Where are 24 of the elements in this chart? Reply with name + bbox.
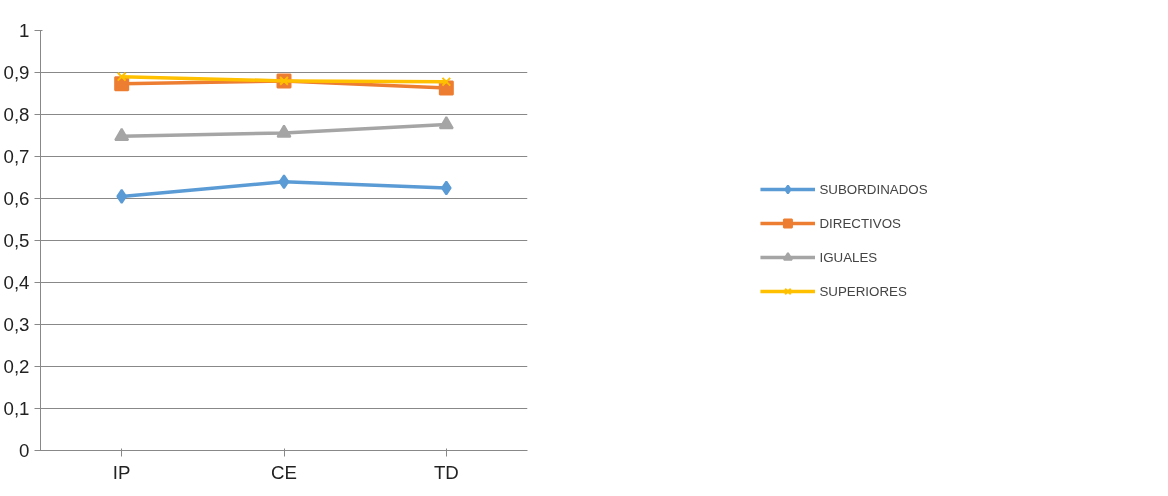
y-tick-label: 0,2 xyxy=(3,356,30,377)
legend-label: SUBORDINADOS xyxy=(819,181,928,197)
x-tick-label: CE xyxy=(271,461,297,483)
point xyxy=(441,76,452,87)
legend-label: DIRECTIVOS xyxy=(819,215,901,231)
legend-label: SUPERIORES xyxy=(819,283,907,299)
point xyxy=(278,174,290,190)
x-tick-label: IP xyxy=(112,461,131,483)
y-tick-label: 0,4 xyxy=(3,272,30,293)
y-tick-label: 0,1 xyxy=(3,398,30,419)
point xyxy=(116,71,127,82)
point xyxy=(438,116,454,130)
y-tick-label: 0,8 xyxy=(3,104,30,125)
y-tick-label: 0,6 xyxy=(3,188,30,209)
y-tick-label: 0,5 xyxy=(3,230,30,251)
y-tick-label: 0,9 xyxy=(3,62,30,83)
y-tick-label: 0,7 xyxy=(3,146,30,167)
legend-label: IGUALES xyxy=(819,249,878,265)
y-tick-label: 0,3 xyxy=(3,314,30,335)
point xyxy=(276,124,292,138)
point xyxy=(114,127,130,142)
x-tick-label: TD xyxy=(433,461,459,483)
y-tick-label: 1 xyxy=(19,20,30,41)
y-tick-label: 0 xyxy=(19,440,30,461)
